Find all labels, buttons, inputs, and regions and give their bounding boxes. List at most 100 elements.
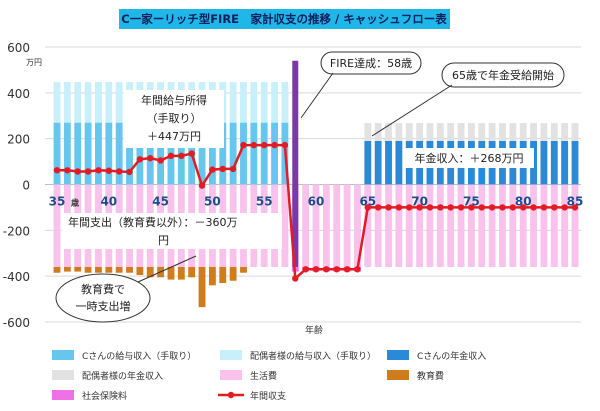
bar-education	[95, 267, 102, 273]
income-annotation-box	[124, 90, 224, 148]
net-point	[426, 204, 434, 211]
bar-salary_c	[229, 122, 237, 185]
net-point	[374, 204, 382, 211]
net-point	[178, 152, 185, 160]
y-tick-label: 200	[7, 133, 30, 147]
x-tick-label: 65	[359, 195, 376, 209]
bar-salary_c	[146, 122, 154, 185]
legend-label: 配偶者様の年金収入	[82, 370, 163, 382]
pension-income-annotation: 年金収入：＋268万円	[404, 148, 534, 168]
bar-pension_spouse	[530, 123, 537, 141]
bar-pension_spouse	[488, 123, 496, 141]
bar-salary_c	[74, 122, 82, 185]
bar-living	[302, 184, 310, 267]
bar-salary_c	[250, 122, 258, 185]
income-annotation-line1: 年間給与所得	[141, 93, 207, 107]
bar-living	[312, 184, 320, 267]
bar-salary_c	[219, 122, 227, 185]
bar-salary_c	[63, 122, 71, 185]
bar-salary_spouse	[74, 82, 82, 123]
bar-education	[146, 267, 154, 278]
legend-swatch	[52, 370, 74, 380]
bar-living	[561, 184, 569, 267]
net-point	[219, 165, 226, 173]
bar-salary_spouse	[84, 82, 92, 123]
y-tick-label: 400	[7, 87, 30, 101]
x-tick-label: 40	[100, 195, 117, 209]
net-point	[385, 204, 392, 211]
bar-education	[177, 267, 185, 280]
net-point	[261, 141, 268, 149]
net-point	[115, 168, 123, 175]
net-point	[551, 204, 558, 211]
legend-swatch	[387, 370, 409, 380]
net-point	[74, 168, 81, 175]
bar-pension_c	[374, 140, 382, 185]
net-point	[447, 204, 454, 211]
chart-title: C一家ーリッチ型FIRE 家計収支の推移 / キャッシュフロー表	[121, 12, 447, 26]
net-point	[499, 204, 506, 211]
x-tick-label: 55	[256, 195, 273, 209]
bar-salary_spouse	[53, 82, 61, 123]
net-point	[95, 167, 102, 174]
net-point	[520, 204, 527, 211]
bar-living	[395, 184, 403, 267]
expense-annotation-box	[62, 213, 282, 249]
net-point	[488, 204, 496, 211]
bar-living	[467, 184, 475, 267]
education-bubble	[55, 273, 151, 323]
net-point	[188, 150, 195, 157]
net-point	[312, 266, 320, 273]
bar-living	[416, 184, 424, 267]
pension-income-text: 年金収入：＋268万円	[415, 151, 524, 165]
legend-swatch-marker	[227, 391, 235, 399]
net-point	[271, 141, 278, 149]
education-pointer	[137, 255, 197, 283]
bar-living	[281, 184, 289, 267]
x-tick-label: 45	[152, 195, 169, 209]
bar-salary_spouse	[271, 82, 278, 123]
bar-education	[229, 267, 237, 281]
bar-pension_spouse	[416, 123, 424, 141]
bar-pension_spouse	[395, 123, 403, 141]
bar-salary_spouse	[63, 82, 71, 123]
bar-education	[167, 267, 175, 280]
fire-annotation-text: FIRE達成：58歳	[330, 57, 412, 70]
legend-swatch	[52, 390, 74, 400]
income-annotation-line2: （手取り）	[147, 111, 202, 125]
fire-age-bar	[292, 60, 299, 267]
net-point	[292, 275, 299, 282]
bar-living	[478, 184, 486, 267]
net-point	[157, 157, 164, 164]
bar-living	[426, 184, 434, 267]
expense-annotation: 年間支出（教育費以外）：－360万 円	[62, 213, 282, 249]
net-point	[198, 182, 206, 189]
net-point	[333, 266, 340, 273]
net-point	[105, 167, 113, 174]
bar-education	[105, 267, 113, 273]
x-tick-label: 50	[204, 195, 221, 209]
bar-pension_spouse	[436, 123, 444, 141]
legend-label: 教育費	[417, 370, 444, 382]
bar-living	[499, 184, 506, 267]
x-tick-label: 85	[567, 195, 584, 209]
bar-salary_c	[53, 122, 61, 185]
fire-annotation-pointer	[300, 72, 334, 119]
bar-pension_spouse	[467, 123, 475, 141]
expense-annotation-line1: 年間支出（教育費以外）：－360万	[68, 215, 238, 229]
bar-pension_spouse	[385, 123, 392, 141]
bar-pension_spouse	[509, 123, 517, 141]
bar-salary_spouse	[240, 82, 247, 123]
net-point	[250, 141, 258, 149]
bar-living	[354, 184, 361, 267]
bar-pension_c	[561, 140, 569, 185]
net-point	[457, 204, 465, 211]
net-point	[364, 204, 371, 211]
y-tick-label: 600	[7, 41, 30, 55]
bar-living	[488, 184, 496, 267]
bar-living	[343, 184, 351, 267]
bar-pension_c	[571, 140, 579, 185]
net-point	[354, 266, 361, 273]
net-point	[167, 152, 175, 160]
bar-education	[208, 267, 216, 286]
